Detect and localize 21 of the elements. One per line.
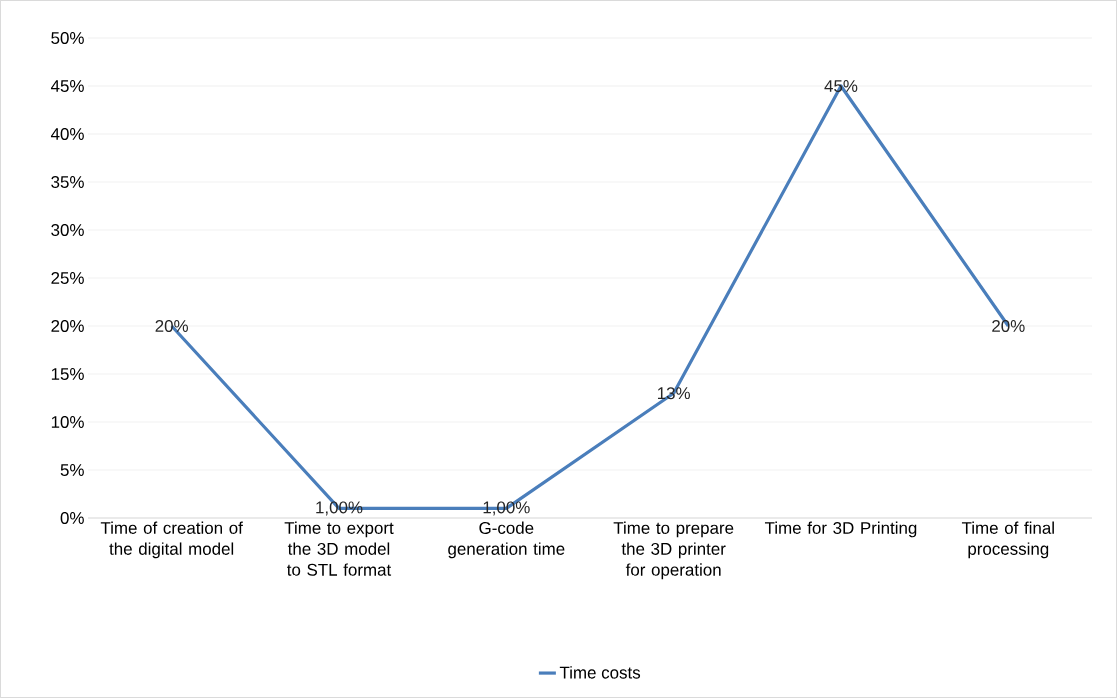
y-tick-label: 30% [51, 224, 84, 236]
y-tick-label: 10% [51, 416, 84, 428]
y-tick-label: 40% [50, 128, 84, 140]
x-tick-label: Time for 3D Printing [764, 521, 917, 538]
y-tick-label: 5% [60, 464, 84, 476]
x-tick-label: Time to prepare the 3D printer for operation [613, 521, 734, 580]
data-label: 45% [824, 80, 858, 92]
x-tick-label: Time of final processing [961, 521, 1054, 559]
x-tick-label: G-code generation time [448, 521, 565, 559]
y-tick-label: 50% [51, 32, 84, 44]
x-tick-label: Time to export the 3D model to STL format [284, 521, 394, 576]
y-tick-label: 20% [51, 320, 84, 332]
x-tick-label: Time of creation of the digital model [100, 521, 243, 559]
data-label: 20% [992, 320, 1025, 332]
data-label: 20% [155, 320, 188, 332]
y-tick-label: 25% [51, 272, 84, 284]
y-tick-label: 45% [50, 80, 84, 92]
legend-label: Time costs [559, 666, 641, 679]
y-tick-label: 0% [60, 512, 84, 524]
y-tick-label: 15% [51, 368, 84, 380]
y-tick-label: 35% [51, 176, 84, 188]
